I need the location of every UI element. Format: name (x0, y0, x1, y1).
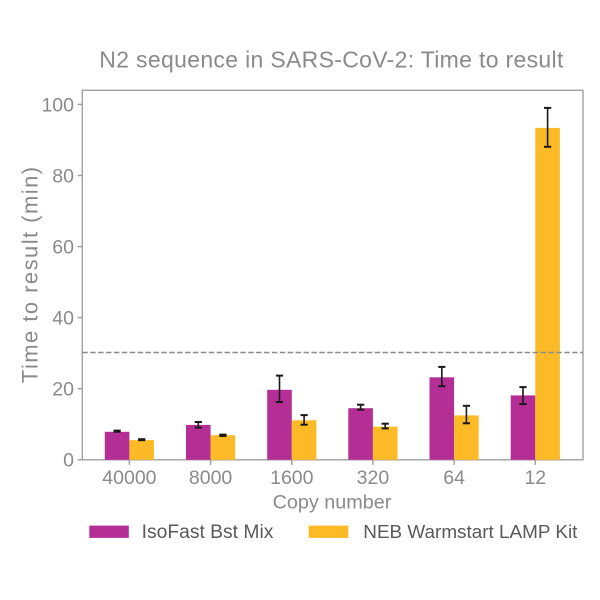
svg-text:320: 320 (357, 467, 390, 489)
svg-text:Copy number: Copy number (273, 492, 392, 514)
svg-text:NEB Warmstart LAMP Kit: NEB Warmstart LAMP Kit (363, 522, 578, 543)
svg-text:40: 40 (52, 308, 74, 330)
svg-text:100: 100 (41, 94, 74, 116)
svg-text:60: 60 (52, 237, 74, 259)
svg-text:40000: 40000 (102, 467, 156, 489)
svg-text:0: 0 (63, 450, 74, 472)
svg-text:20: 20 (52, 379, 74, 401)
svg-text:80: 80 (52, 165, 74, 187)
svg-text:1600: 1600 (270, 467, 314, 489)
svg-text:12: 12 (524, 467, 546, 489)
svg-text:Time to result (min): Time to result (min) (18, 165, 43, 383)
svg-text:IsoFast Bst Mix: IsoFast Bst Mix (142, 522, 274, 543)
svg-text:N2 sequence in SARS-CoV-2: Tim: N2 sequence in SARS-CoV-2: Time to resul… (99, 47, 564, 73)
svg-text:64: 64 (443, 467, 465, 489)
svg-text:8000: 8000 (189, 467, 233, 489)
